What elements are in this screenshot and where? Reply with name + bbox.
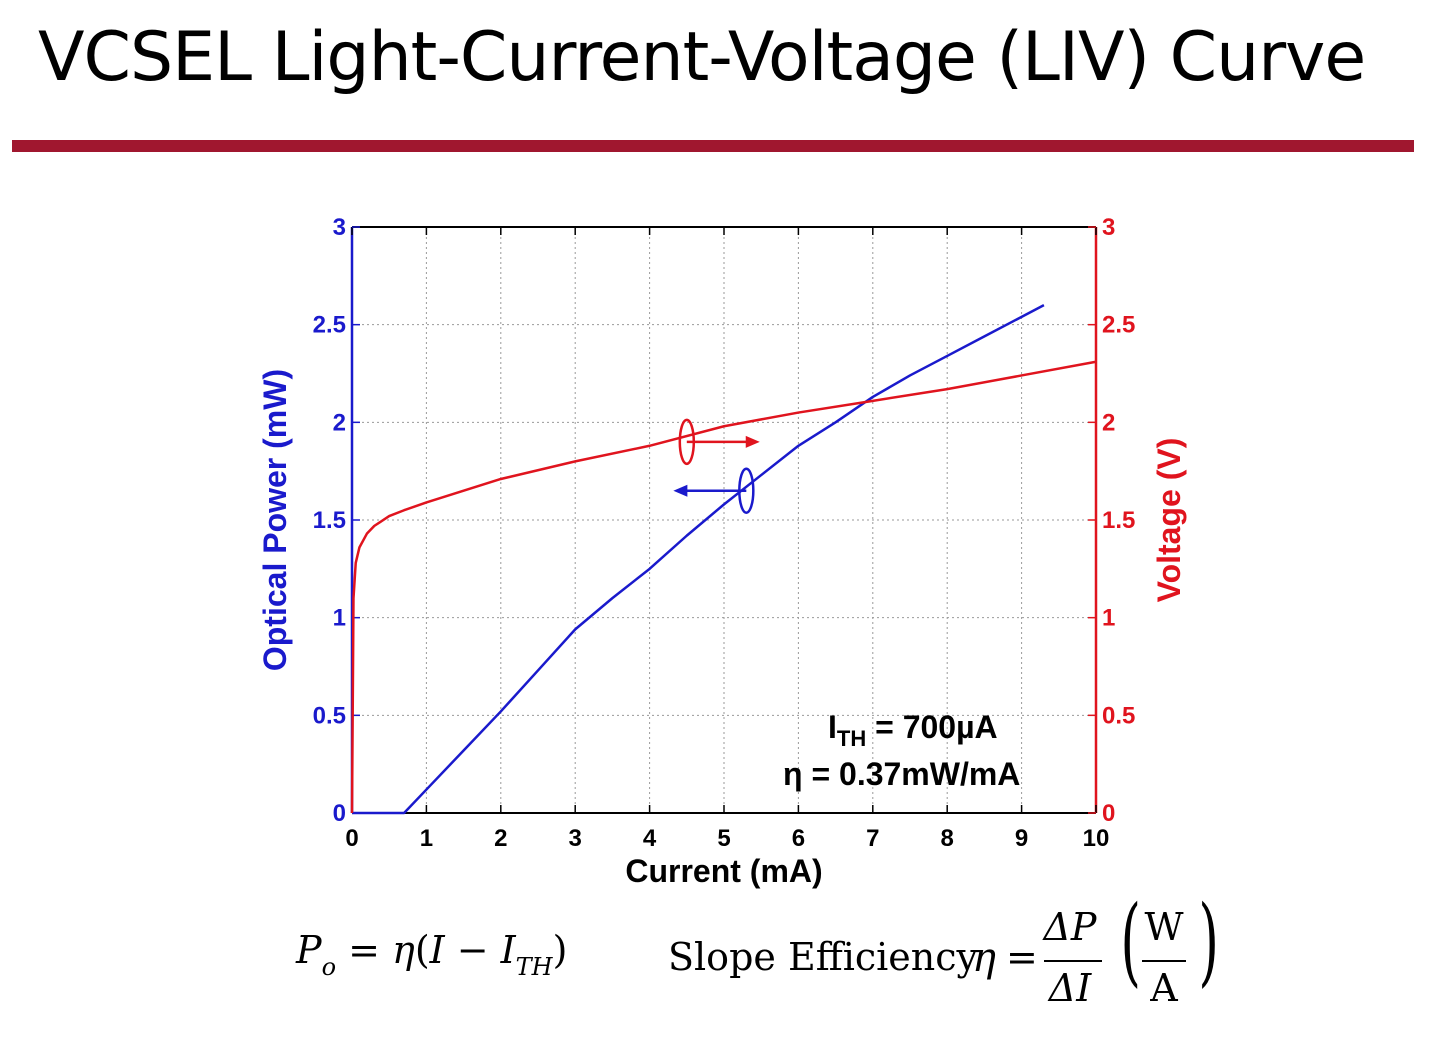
x-tick-label: 7 (866, 825, 879, 852)
right-tick-label: 3 (1102, 214, 1115, 241)
x-tick-label: 1 (420, 825, 433, 852)
x-tick-label: 2 (494, 825, 507, 852)
left-tick-label: 3 (333, 214, 346, 241)
right-axis-label: Voltage (V) (1151, 438, 1187, 603)
right-tick-label: 0.5 (1102, 702, 1135, 729)
left-tick-label: 1.5 (313, 507, 346, 534)
unit-amp: A (1150, 966, 1178, 1010)
right-tick-label: 1.5 (1102, 507, 1135, 534)
right-tick-label: 1 (1102, 605, 1115, 632)
right-paren: ) (552, 928, 568, 972)
axis-marker-arrowhead (745, 435, 760, 448)
x-tick-label: 4 (643, 825, 657, 852)
delta-i: ΔI (1048, 966, 1092, 1010)
x-tick-label: 3 (569, 825, 582, 852)
series-line-voltage (350, 360, 1097, 814)
x-tick-label: 0 (345, 825, 358, 852)
left-tick-label: 2 (333, 409, 346, 436)
x-axis-label: Current (mA) (625, 853, 822, 889)
x-tick-label: 6 (792, 825, 805, 852)
current-symbol: I (429, 928, 445, 972)
threshold-symbol: I (500, 928, 516, 972)
unit-right-paren: ) (1198, 885, 1220, 997)
x-tick-label: 8 (941, 825, 954, 852)
x-tick-label: 10 (1083, 825, 1110, 852)
slope-eta: η (972, 935, 996, 981)
right-tick-label: 2.5 (1102, 312, 1135, 339)
power-symbol: P (296, 928, 322, 972)
efficiency-annotation: η = 0.37mW/mA (783, 756, 1020, 792)
power-formula: Po = η(I − ITH) (296, 928, 568, 981)
threshold-subscript: TH (515, 953, 553, 981)
x-tick-label: 9 (1015, 825, 1028, 852)
left-tick-label: 0.5 (313, 702, 346, 729)
left-paren: ( (414, 928, 430, 972)
unit-watt: W (1144, 905, 1184, 949)
threshold-annotation: ITH = 700µA (828, 709, 998, 751)
title-rule (12, 140, 1414, 152)
right-tick-label: 2 (1102, 409, 1115, 436)
slope-label: Slope Efficiency (668, 935, 978, 979)
left-axis-label: Optical Power (mW) (257, 369, 293, 671)
minus-sign: − (444, 928, 501, 972)
right-tick-label: 0 (1102, 800, 1115, 827)
left-tick-label: 1 (333, 605, 346, 632)
x-tick-label: 5 (717, 825, 730, 852)
eta-symbol: η (392, 928, 415, 972)
unit-fraction-bar (1142, 960, 1186, 962)
unit-left-paren: ( (1120, 885, 1142, 997)
slide-title: VCSEL Light-Current-Voltage (LIV) Curve (38, 18, 1366, 97)
left-tick-label: 2.5 (313, 312, 346, 339)
axis-marker-arrowhead (673, 484, 688, 497)
slope-equals: = (1006, 935, 1038, 979)
fraction-bar (1044, 960, 1102, 962)
left-tick-label: 0 (333, 800, 346, 827)
equals-sign: = (336, 928, 393, 972)
delta-p: ΔP (1043, 905, 1097, 949)
series-line-optical-power (352, 304, 1045, 815)
power-subscript: o (321, 953, 337, 981)
